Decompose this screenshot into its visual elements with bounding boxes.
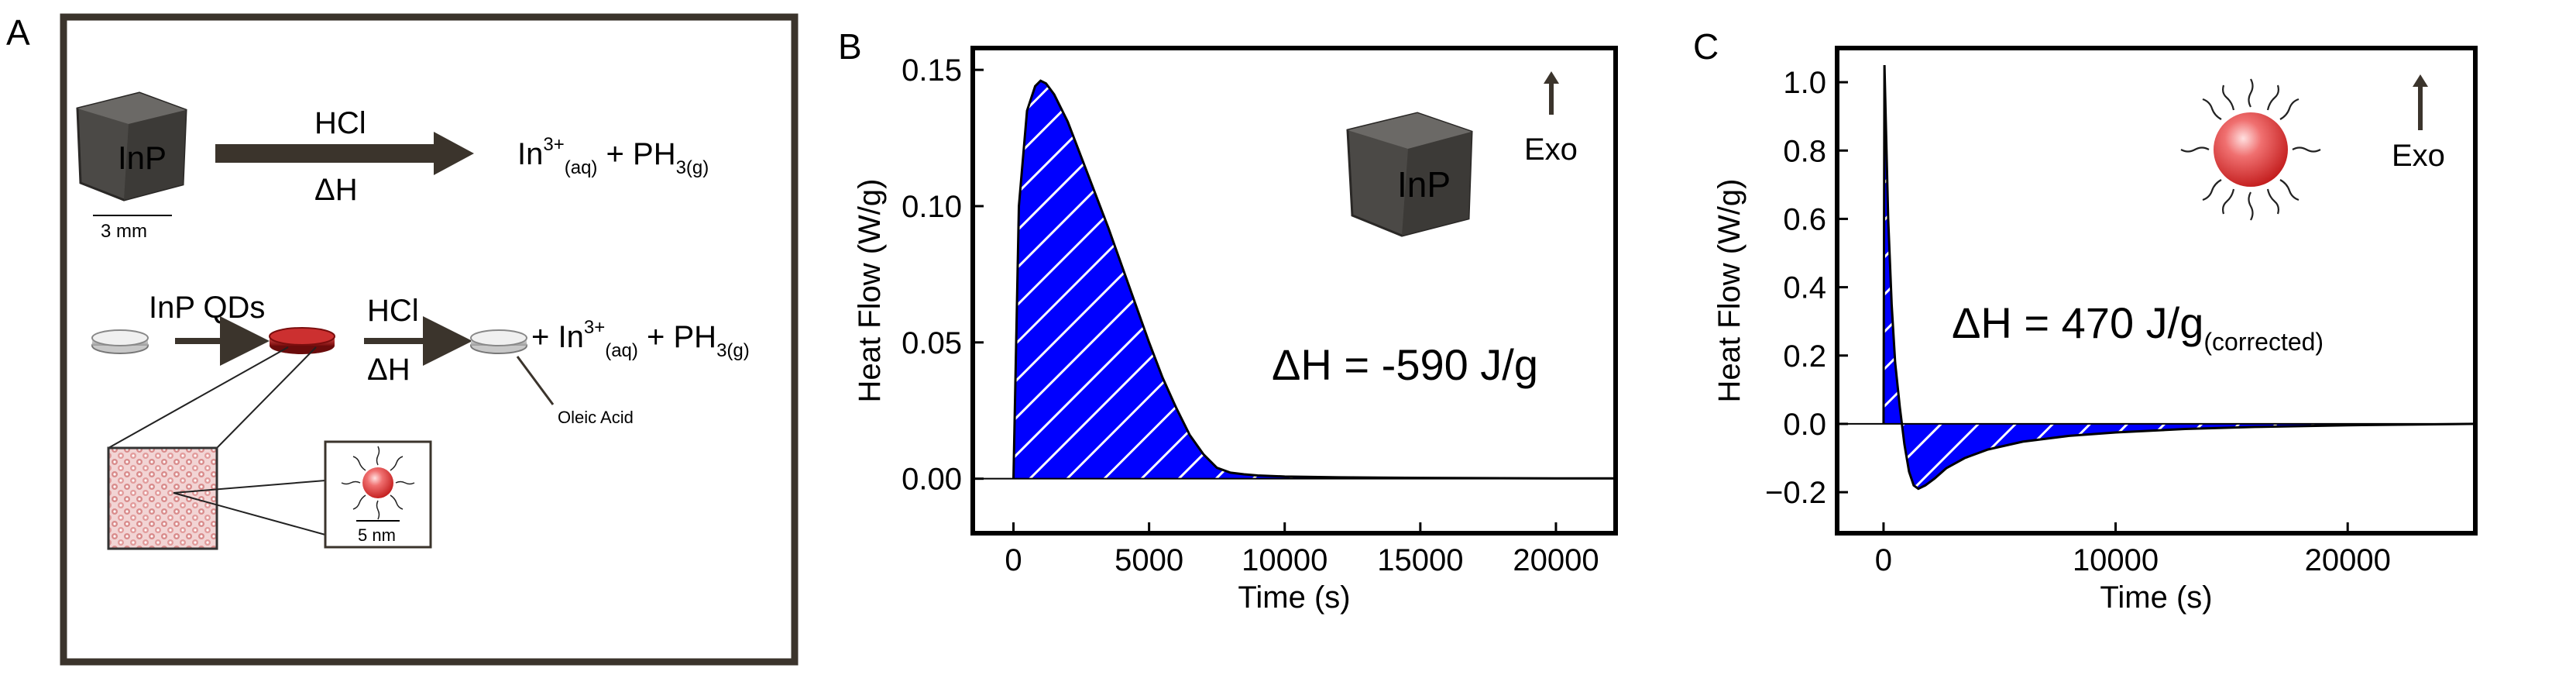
- products-qd: + In3+(aq) + PH3(g): [531, 317, 750, 361]
- qd-film-texture: [107, 446, 218, 550]
- y-tick-label-0-0: 0.00: [902, 463, 962, 497]
- panel-c-label: C: [1693, 26, 1719, 67]
- x-tick-label-0-3: 15000: [1377, 543, 1463, 577]
- y-tick-label-1-4: 0.6: [1783, 202, 1826, 236]
- data-line-1: [1882, 65, 2476, 491]
- zoom-line-2: [216, 346, 317, 449]
- x-tick-label-0-4: 20000: [1513, 543, 1599, 577]
- exo-arrow-c-icon: [2413, 74, 2428, 130]
- oleic-label: Oleic Acid: [558, 408, 634, 427]
- products-bulk: In3+(aq) + PH3(g): [517, 134, 709, 178]
- scale-bulk-label: 3 mm: [101, 221, 147, 242]
- annotation-c: ΔH = 470 J/g(corrected): [1952, 298, 2324, 356]
- y-tick-label-1-1: 0.0: [1783, 408, 1826, 442]
- x-tick-label-1-0: 0: [1875, 543, 1892, 577]
- x-tick-label-0-1: 5000: [1115, 543, 1183, 577]
- zoom-line-3: [173, 480, 326, 494]
- x-tick-label-0-0: 0: [1005, 543, 1022, 577]
- y-axis-label-1: Heat Flow (W/g): [1712, 179, 1747, 403]
- inset-inp-label: InP: [1397, 164, 1451, 205]
- bulk-inp-inset-icon: InP: [1346, 112, 1473, 237]
- area-fill-0: [1013, 81, 1616, 479]
- exo-label-b: Exo: [1524, 133, 1578, 167]
- panel-a-label: A: [6, 12, 30, 53]
- y-tick-label-1-3: 0.4: [1783, 271, 1826, 305]
- area-fill-1: [1883, 65, 2475, 489]
- zoom-line-4: [173, 492, 326, 536]
- y-tick-label-1-2: 0.2: [1783, 339, 1826, 374]
- enthalpy-bulk: ΔH: [314, 173, 358, 207]
- x-axis-label-1: Time (s): [2100, 580, 2212, 615]
- y-axis-label-0: Heat Flow (W/g): [853, 179, 887, 403]
- exo-label-c: Exo: [2392, 139, 2445, 173]
- enthalpy-qd: ΔH: [367, 353, 410, 387]
- y-tick-label-1-5: 0.8: [1783, 134, 1826, 168]
- y-tick-label-1-0: −0.2: [1765, 476, 1826, 510]
- panel-a: A InP 3 mm HCl ΔH In3+(aq) + PH3(g) InP …: [6, 12, 799, 666]
- oleic-pointer: [516, 356, 555, 405]
- substrate-disk-qd-icon: [269, 327, 335, 354]
- y-tick-label-1-6: 1.0: [1783, 66, 1826, 100]
- bulk-inp-label: InP: [118, 140, 167, 176]
- reagent-hcl-qd: HCl: [367, 294, 419, 328]
- chart-b: 0 5000 10000 15000 20000 0.00 0.05 0.10 0.15 Time…: [853, 46, 1618, 615]
- x-tick-label-1-2: 20000: [2305, 543, 2391, 577]
- substrate-disk-blank-icon: [91, 329, 149, 354]
- x-tick-label-0-2: 10000: [1242, 543, 1327, 577]
- exo-arrow-b-icon: [1544, 71, 1559, 115]
- panel-b-label: B: [838, 26, 862, 67]
- chart-c: 0 10000 20000 −0.2 0.0 0.2 0.4 0.6 0.8 1.0 Time (s…: [1712, 46, 2478, 615]
- y-tick-label-0-3: 0.15: [902, 53, 962, 88]
- y-tick-label-0-1: 0.05: [902, 326, 962, 360]
- substrate-disk-etched-icon: [470, 329, 527, 354]
- data-line-0: [1012, 79, 1616, 480]
- annotation-b: ΔH = -590 J/g: [1272, 340, 1538, 389]
- y-tick-label-0-2: 0.10: [902, 190, 962, 224]
- zoom-line-1: [108, 346, 289, 449]
- plot-frame-1: [1835, 46, 2478, 536]
- panel-a-frame: [60, 13, 799, 666]
- qd-label: InP QDs: [149, 291, 265, 325]
- x-tick-label-1-1: 10000: [2073, 543, 2159, 577]
- reaction-arrow-bulk: [215, 132, 474, 175]
- panel-b: B 0 5000 10000 15000 20000 0.00 0.05 0.10 0.15 Ti…: [838, 26, 1618, 615]
- panel-c: C 0 10000 20000 −0.2 0.0 0.2 0.4 0.6 0.8 1.0 Time …: [1693, 26, 2478, 615]
- bulk-inp-crystal-icon: InP: [76, 91, 187, 202]
- reagent-hcl-bulk: HCl: [314, 106, 366, 140]
- quantum-dot-ligand-icon: [2180, 78, 2321, 221]
- scale-qd-label: 5 nm: [358, 525, 396, 545]
- plot-frame-0: [970, 46, 1618, 536]
- quantum-dot-small-icon: [341, 446, 415, 520]
- x-axis-label-0: Time (s): [1238, 580, 1350, 615]
